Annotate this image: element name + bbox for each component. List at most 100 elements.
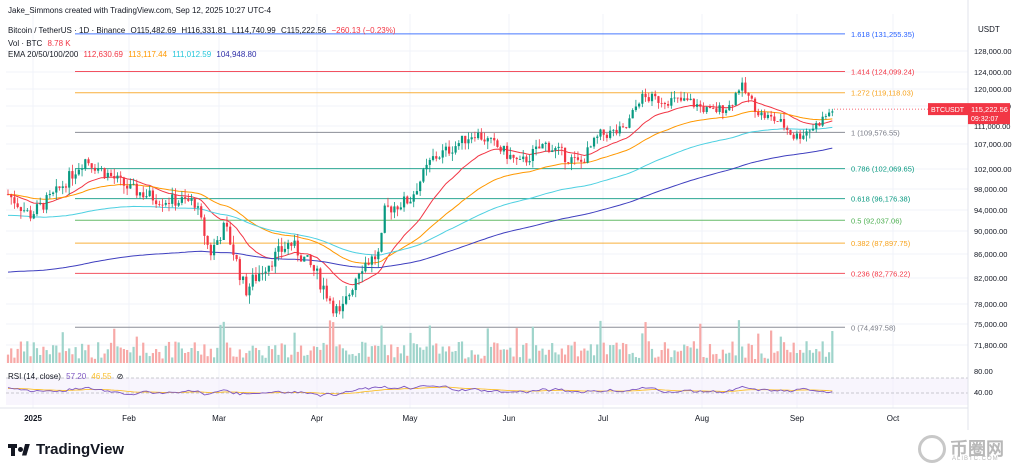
candle-body — [158, 204, 161, 205]
time-axis-label: May — [402, 414, 417, 423]
candle-body — [702, 106, 705, 112]
candle-body — [728, 105, 731, 111]
volume-bar — [811, 352, 815, 363]
volume-bar — [692, 341, 695, 363]
candle-body — [58, 186, 61, 189]
volume-bar — [470, 350, 473, 363]
candle-body — [457, 143, 460, 147]
candle-body — [32, 214, 35, 219]
candle-body — [621, 126, 625, 128]
volume-bar — [116, 346, 119, 363]
candle-body — [138, 192, 142, 196]
candle-body — [470, 137, 473, 140]
candle-body — [444, 146, 448, 151]
candle-body — [106, 172, 109, 178]
tradingview-logo[interactable]: TradingView — [8, 441, 124, 458]
candle-body — [573, 157, 576, 159]
volume-bar — [167, 341, 171, 363]
volume-bar — [87, 344, 90, 363]
eye-icon[interactable]: ⊘ — [116, 372, 124, 381]
watermark-logo-icon — [918, 435, 946, 463]
volume-bar — [180, 348, 183, 363]
ema200-line — [7, 147, 833, 273]
volume-bar — [721, 349, 724, 363]
volume-bar — [338, 344, 341, 363]
candle-body — [42, 203, 45, 210]
candle-body — [219, 239, 222, 241]
candle-body — [274, 251, 277, 267]
last-price-value: 115,222.56 — [971, 105, 1008, 114]
volume-bar — [142, 342, 145, 363]
volume-bar — [621, 342, 625, 363]
candle-body — [773, 116, 776, 122]
candle-body — [116, 175, 119, 179]
candle-body — [689, 98, 692, 101]
candle-body — [74, 174, 77, 179]
volume-bar — [502, 349, 505, 363]
volume-bar — [828, 352, 831, 363]
symbol-name: Bitcoin / TetherUS · 1D · Binance — [8, 26, 126, 35]
volume-bar — [747, 343, 750, 363]
candle-body — [499, 146, 502, 152]
volume-bar — [196, 351, 200, 363]
volume-bar — [625, 344, 628, 363]
volume-bar — [724, 353, 728, 363]
volume-bar — [615, 342, 618, 363]
candle-body — [567, 162, 570, 164]
candle-body — [502, 145, 505, 152]
candle-body — [341, 303, 344, 312]
volume-bar — [805, 341, 808, 363]
volume-bar — [708, 344, 712, 363]
volume-bar — [68, 348, 71, 363]
candle-body — [576, 157, 580, 160]
volume-bar — [151, 353, 154, 363]
volume-bar — [525, 343, 528, 363]
candle-body — [357, 273, 361, 279]
candle-body — [325, 285, 328, 299]
candle-body — [64, 186, 68, 188]
volume-bar — [280, 343, 283, 363]
candle-body — [615, 129, 618, 134]
candle-body — [367, 262, 370, 265]
candle-body — [377, 251, 380, 260]
chart-credit: Jake_Simmons created with TradingView.co… — [8, 6, 272, 15]
volume-bar — [90, 357, 93, 363]
volume-bar — [641, 333, 644, 363]
candle-body — [467, 139, 470, 144]
candle-body — [586, 147, 589, 163]
candle-body — [554, 148, 557, 151]
candle-body — [225, 222, 229, 227]
candle-body — [628, 118, 631, 128]
volume-bar — [274, 345, 277, 363]
candle-body — [39, 203, 42, 205]
volume-bar — [786, 349, 789, 363]
candle-body — [148, 190, 151, 197]
candle-body — [335, 306, 338, 314]
volume-bar — [422, 349, 425, 363]
volume-bar — [13, 357, 16, 363]
candle-body — [589, 146, 592, 148]
volume-bar — [402, 345, 406, 363]
rsi-ma-line — [8, 386, 833, 395]
candle-body — [544, 142, 547, 144]
price-axis-tick: 124,000.00 — [974, 68, 1012, 77]
volume-bar — [219, 324, 222, 363]
candle-body — [45, 195, 48, 210]
volume-bar — [225, 342, 229, 363]
fib-level-label: 1.272 (119,118.03) — [851, 89, 914, 98]
candle-body — [448, 146, 451, 154]
candle-body — [287, 242, 290, 249]
candle-body — [406, 196, 409, 204]
candle-body — [763, 112, 766, 118]
volume-bar — [245, 353, 248, 363]
ema-label: EMA 20/50/100/200 — [8, 50, 79, 59]
time-axis-label: Aug — [695, 414, 709, 423]
time-axis-label: Jul — [598, 414, 608, 423]
volume-bar — [522, 344, 525, 363]
candle-body — [515, 157, 518, 160]
candle-body — [473, 137, 476, 139]
volume-bar — [702, 357, 705, 363]
candle-body — [560, 146, 563, 148]
volume-bar — [679, 350, 683, 363]
